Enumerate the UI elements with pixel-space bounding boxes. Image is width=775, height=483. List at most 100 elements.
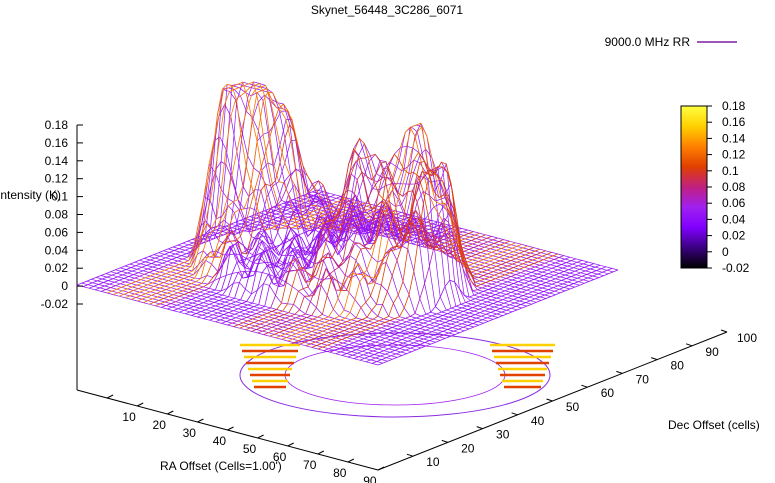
x-tick-mark xyxy=(197,418,204,423)
z-tick-label: 0.08 xyxy=(45,208,69,222)
surface-column-line xyxy=(125,82,366,299)
colorbar-tick-label: 0.1 xyxy=(722,164,739,178)
x-tick-label: 30 xyxy=(183,426,197,440)
y-tick-label: 20 xyxy=(461,441,475,455)
surface-column-line xyxy=(76,189,318,286)
x-tick-mark xyxy=(167,410,174,415)
y-tick-label: 60 xyxy=(601,386,615,400)
surface-column-line xyxy=(347,261,589,358)
y-tick-label: 30 xyxy=(496,428,510,442)
y-axis-label: Dec Offset (cells) xyxy=(668,418,760,432)
surface-column-line xyxy=(94,194,336,291)
surface-column-line xyxy=(215,214,456,323)
x-tick-mark xyxy=(317,450,325,455)
surface-column-line xyxy=(269,153,510,337)
y-axis-ticks: 10 20 30 40 50 60 70 80 90 100 xyxy=(406,329,757,469)
y-tick-mark xyxy=(546,398,553,402)
surface-column-line xyxy=(311,161,552,348)
x-tick-label: 50 xyxy=(243,442,257,456)
x-tick-label: 80 xyxy=(333,466,347,480)
colorbar-tick-label: 0.06 xyxy=(722,196,746,210)
x-tick-mark xyxy=(136,402,144,407)
surface-column-line xyxy=(299,160,540,345)
surface-column-line xyxy=(118,81,360,297)
y-tick-label: 100 xyxy=(737,331,757,345)
y-tick-mark xyxy=(581,384,588,388)
colorbar-tick-label: 0.04 xyxy=(722,212,746,226)
chart-title: Skynet_56448_3C286_6071 xyxy=(311,3,463,17)
colorbar-ticks: -0.02 0 0.02 0.04 0.06 0.08 0.1 0.12 0.14 0.16 0.1… xyxy=(707,99,750,275)
z-tick-label: 0 xyxy=(61,279,68,293)
x-tick-mark xyxy=(106,394,114,399)
x-tick-label: 40 xyxy=(213,434,227,448)
z-tick-label: 0.04 xyxy=(45,243,69,257)
x-tick-label: 10 xyxy=(122,410,136,424)
y-tick-mark xyxy=(511,412,518,416)
x-tick-mark xyxy=(257,434,264,439)
surface-column-line xyxy=(251,161,492,332)
surface-column-line xyxy=(377,269,619,366)
surface-column-line xyxy=(88,192,330,289)
surface-column-line xyxy=(263,166,504,335)
contour-projection xyxy=(239,332,555,418)
x-tick-label: 90 xyxy=(363,474,377,483)
surface-column-line xyxy=(359,264,601,361)
legend-label: 9000.0 MHz RR xyxy=(605,35,691,49)
colorbar-tick-label: 0.02 xyxy=(722,229,746,243)
x-tick-mark xyxy=(377,466,385,471)
surface-column-line xyxy=(323,217,564,351)
z-tick-label: 0.02 xyxy=(45,261,69,275)
surface-column-line xyxy=(293,151,534,343)
z-axis-label: Intensity (K) xyxy=(0,188,61,202)
colorbar-tick-label: 0.18 xyxy=(722,99,746,113)
y-tick-mark xyxy=(616,370,623,374)
colorbar-tick-label: 0.14 xyxy=(722,131,746,145)
y-tick-label: 50 xyxy=(566,400,580,414)
surface-column-line xyxy=(275,126,516,339)
z-tick-label: 0.06 xyxy=(45,225,69,239)
surface-wireframe xyxy=(76,81,619,366)
colorbar-tick-label: 0 xyxy=(722,245,729,259)
legend: 9000.0 MHz RR xyxy=(605,35,737,49)
surface-column-line xyxy=(341,260,583,356)
x-axis-label: RA Offset (Cells=1.00') xyxy=(160,459,282,473)
surface-column-line xyxy=(209,215,450,321)
colorbar-tick-label: -0.02 xyxy=(722,261,750,275)
surface-column-line xyxy=(353,263,595,359)
y-tick-label: 70 xyxy=(636,372,650,386)
x-tick-label: 20 xyxy=(153,418,167,432)
y-tick-label: 40 xyxy=(531,414,545,428)
surface-column-line xyxy=(112,81,354,295)
z-tick-label: 0.18 xyxy=(45,118,69,132)
surface-column-line xyxy=(371,268,613,364)
colorbar-tick-label: 0.16 xyxy=(722,115,746,129)
z-tick-label: 0.1 xyxy=(51,190,68,204)
z-tick-label: 0.12 xyxy=(45,172,69,186)
z-tick-label: 0.16 xyxy=(45,136,69,150)
y-tick-mark xyxy=(651,357,658,361)
colorbar: -0.02 0 0.02 0.04 0.06 0.08 0.1 0.12 0.14 0.16 0.1… xyxy=(680,99,750,275)
x-tick-mark xyxy=(287,442,294,447)
colorbar-gradient xyxy=(680,105,708,269)
surface-column-line xyxy=(287,126,528,342)
surface-column-line xyxy=(185,204,426,315)
colorbar-tick-label: 0.12 xyxy=(722,148,746,162)
surface-column-line xyxy=(221,204,462,324)
z-axis-ticks: -0.02 0 0.02 0.04 0.06 0.08 0.1 0.12 0.14 0.16 0.1… xyxy=(41,118,83,311)
x-tick-mark xyxy=(227,426,234,431)
y-tick-mark xyxy=(720,329,728,333)
colorbar-tick-label: 0.08 xyxy=(722,180,746,194)
x-tick-mark xyxy=(347,458,355,463)
surface-column-line xyxy=(335,258,577,355)
x-tick-label: 70 xyxy=(303,458,317,472)
surface-column-line xyxy=(317,166,558,350)
contour-outer xyxy=(239,332,551,418)
y-tick-mark xyxy=(441,439,448,443)
y-tick-mark xyxy=(476,426,483,430)
surface-column-line xyxy=(143,91,384,303)
y-tick-label: 90 xyxy=(705,345,719,359)
z-tick-label: -0.02 xyxy=(41,297,69,311)
x-tick-label: 60 xyxy=(273,450,287,464)
